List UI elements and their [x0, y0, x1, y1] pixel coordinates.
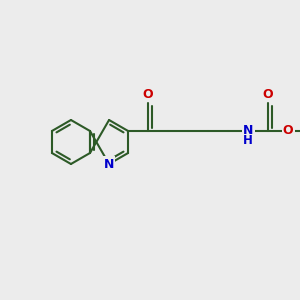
Text: O: O	[283, 124, 293, 137]
Text: O: O	[143, 88, 153, 101]
Text: N: N	[243, 124, 253, 137]
Text: O: O	[263, 88, 273, 101]
Text: H: H	[243, 134, 253, 148]
Text: N: N	[104, 158, 114, 170]
